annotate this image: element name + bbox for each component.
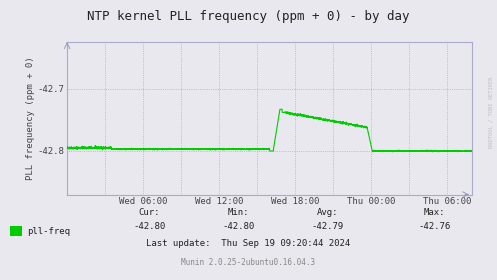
Text: -42.79: -42.79 bbox=[312, 222, 344, 231]
Text: Max:: Max: bbox=[424, 208, 446, 217]
Text: -42.80: -42.80 bbox=[133, 222, 165, 231]
Text: pll-freq: pll-freq bbox=[27, 227, 71, 235]
Text: -42.76: -42.76 bbox=[419, 222, 451, 231]
Text: Cur:: Cur: bbox=[138, 208, 160, 217]
Text: -42.80: -42.80 bbox=[223, 222, 254, 231]
Y-axis label: PLL frequency (ppm + 0): PLL frequency (ppm + 0) bbox=[26, 57, 35, 180]
Text: Last update:  Thu Sep 19 09:20:44 2024: Last update: Thu Sep 19 09:20:44 2024 bbox=[147, 239, 350, 248]
Text: RRDTOOL / TOBI OETIKER: RRDTOOL / TOBI OETIKER bbox=[488, 76, 493, 148]
Text: Avg:: Avg: bbox=[317, 208, 339, 217]
Text: Min:: Min: bbox=[228, 208, 249, 217]
Text: Munin 2.0.25-2ubuntu0.16.04.3: Munin 2.0.25-2ubuntu0.16.04.3 bbox=[181, 258, 316, 267]
Text: NTP kernel PLL frequency (ppm + 0) - by day: NTP kernel PLL frequency (ppm + 0) - by … bbox=[87, 10, 410, 23]
